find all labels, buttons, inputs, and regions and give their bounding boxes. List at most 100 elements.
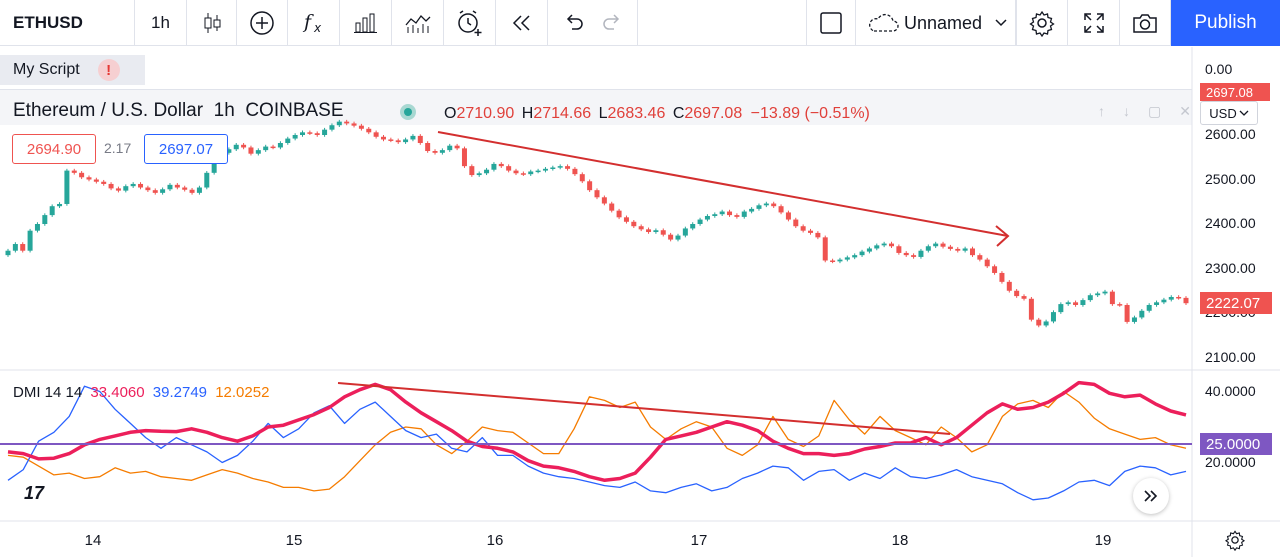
candle-body	[351, 123, 357, 126]
candle-body	[417, 135, 423, 144]
candle-body	[425, 143, 431, 152]
gear-icon	[1029, 10, 1055, 37]
time-tick-label: 18	[891, 532, 909, 549]
candle-body	[439, 150, 445, 153]
candle-body	[20, 244, 26, 251]
candle-body	[1109, 291, 1115, 305]
currency-selector[interactable]: USD	[1200, 101, 1258, 125]
script-legend[interactable]: My Script !	[0, 55, 145, 85]
candle-body	[5, 250, 11, 256]
candle-body	[594, 190, 600, 198]
candle-body	[277, 143, 283, 148]
candle-body	[255, 150, 261, 154]
low-value: 2683.46	[607, 105, 666, 122]
candle-body	[432, 151, 438, 153]
svg-text:x: x	[313, 21, 322, 35]
buy-button[interactable]: 2697.07	[144, 134, 228, 164]
legend-controls[interactable]: ↑↓▢✕	[1098, 103, 1209, 119]
candle-body	[174, 184, 180, 188]
dmi-trendline[interactable]	[337, 382, 951, 435]
candle-body	[130, 183, 136, 187]
candle-body	[528, 171, 534, 175]
candle-body	[653, 230, 659, 233]
candle-body	[535, 170, 541, 173]
candle-body	[815, 232, 821, 238]
axis-settings-button[interactable]	[1224, 529, 1246, 556]
candle-body	[12, 244, 18, 251]
candle-body	[697, 219, 703, 224]
candle-body	[918, 250, 924, 257]
alert-button[interactable]	[444, 0, 496, 46]
financials-button[interactable]	[340, 0, 392, 46]
candle-body	[1124, 304, 1130, 322]
market-status-icon[interactable]	[400, 104, 416, 120]
snapshot-button[interactable]	[1120, 0, 1171, 46]
candle-body	[660, 230, 666, 235]
replay-button[interactable]	[496, 0, 548, 46]
candle-body	[587, 181, 593, 191]
scroll-to-realtime-button[interactable]	[1133, 478, 1169, 514]
candle-body	[373, 132, 379, 137]
compare-button[interactable]	[237, 0, 288, 46]
candle-body	[616, 210, 622, 218]
layout-button[interactable]	[806, 0, 856, 46]
dmi-plus-di-line	[7, 385, 1187, 501]
undo-icon[interactable]	[563, 13, 587, 33]
candle-body	[380, 136, 386, 140]
interval-label: 1h	[151, 13, 170, 32]
save-layout-button[interactable]: Unnamed	[856, 0, 1016, 46]
candle-body	[1028, 298, 1034, 320]
candle-body	[160, 189, 166, 193]
candle-body	[189, 189, 195, 193]
chart-type-button[interactable]	[187, 0, 237, 46]
time-tick-label: 15	[285, 532, 303, 549]
candle-body	[358, 125, 364, 129]
publish-button[interactable]: Publish	[1171, 0, 1280, 46]
candle-body	[1168, 296, 1174, 300]
candle-body	[123, 186, 129, 191]
candle-body	[675, 235, 681, 240]
redo-icon[interactable]	[599, 13, 623, 33]
candle-body	[196, 187, 202, 193]
chart-title[interactable]: Ethereum / U.S. Dollar 1h COINBASE	[13, 100, 344, 121]
candle-body	[1176, 296, 1182, 299]
alert-clock-icon	[457, 10, 481, 36]
script-warning-icon[interactable]: !	[97, 59, 120, 81]
indicators-icon	[405, 14, 430, 33]
candle-body	[27, 230, 33, 251]
dmi-legend[interactable]: DMI 14 14 33.4060 39.2749 12.0252	[13, 384, 269, 401]
interval-button[interactable]: 1h	[135, 0, 187, 46]
dmi-level-tag: 25.0000	[1200, 433, 1272, 455]
candle-body	[167, 184, 173, 190]
candle-body	[984, 259, 990, 267]
publish-label: Publish	[1194, 12, 1257, 33]
candle-body	[366, 128, 372, 133]
candle-body	[704, 215, 710, 220]
candle-body	[1065, 302, 1071, 305]
candle-body	[336, 121, 342, 126]
candle-body	[793, 219, 799, 227]
templates-button[interactable]	[392, 0, 444, 46]
tv-logo[interactable]: 17	[23, 482, 45, 503]
symbol-search-button[interactable]: ETHUSD	[0, 0, 135, 46]
dmi-minus-di-value: 12.0252	[215, 384, 270, 401]
candle-body	[668, 234, 674, 240]
sell-button[interactable]: 2694.90	[12, 134, 96, 164]
price-trendline[interactable]	[437, 131, 1009, 237]
candle-body	[896, 246, 902, 253]
candle-body	[57, 203, 63, 207]
candle-body	[307, 132, 313, 134]
fullscreen-button[interactable]	[1068, 0, 1120, 46]
time-tick-label: 19	[1094, 532, 1112, 549]
candle-body	[1014, 290, 1020, 297]
candle-body	[506, 166, 512, 171]
candle-body	[182, 187, 188, 190]
settings-button[interactable]	[1016, 0, 1068, 46]
candle-body	[211, 159, 217, 173]
candle-body	[925, 246, 931, 251]
candle-body	[785, 212, 791, 220]
candle-body	[329, 125, 335, 130]
